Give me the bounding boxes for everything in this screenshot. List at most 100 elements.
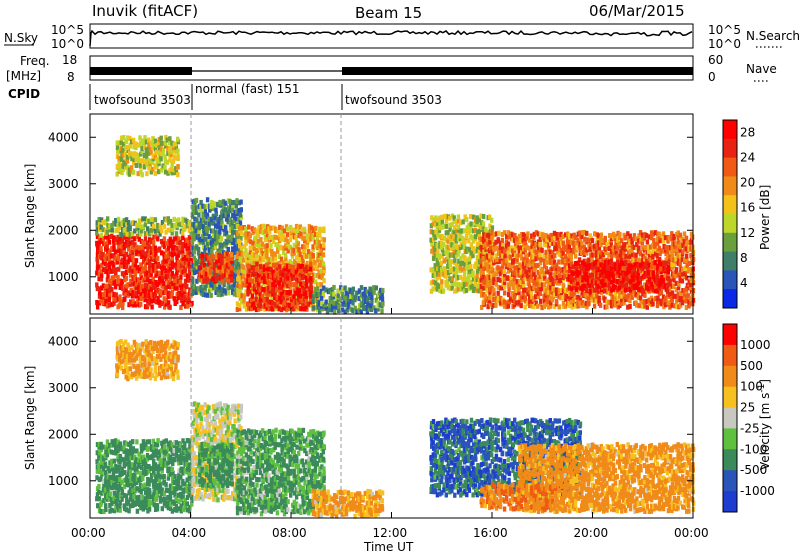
- power-cell-1-25-1: [147, 228, 152, 234]
- power-cell-9-81-14: [649, 244, 653, 250]
- power-cell-3-8-16: [207, 225, 211, 231]
- velocity-cell-0-19-6: [135, 479, 139, 485]
- power-cell-2-20-7: [157, 139, 161, 145]
- power-cell-9-49-16: [583, 236, 587, 242]
- power-cell-9-7-5: [494, 281, 498, 287]
- power-cell-3-16-13: [224, 238, 228, 244]
- velocity-cell-0-1-16: [97, 441, 102, 447]
- station-title: Inuvik (fitACF): [92, 2, 198, 20]
- cpid-segment-3: twofsound 3503: [345, 93, 442, 107]
- power-cell-3-21-20: [235, 208, 239, 214]
- velocity-cell-0-2-9: [99, 469, 104, 475]
- power-cell-5-1-1: [238, 303, 242, 309]
- power-cell-1-36-0: [170, 230, 174, 236]
- power-cell-9-16-16: [513, 237, 517, 243]
- power-cell-9-15-17: [511, 232, 515, 238]
- power-cell-5-14-18: [265, 228, 269, 234]
- power-cell-9-27-2: [536, 294, 541, 300]
- power-cell-9-100-0: [689, 301, 693, 307]
- power-cell-6-4-9: [254, 266, 259, 272]
- power-cell-9-70-16: [626, 236, 631, 242]
- power-cell-3-13-11: [218, 245, 222, 251]
- power-cell-8-25-14: [482, 229, 486, 235]
- power-cell-0-34-14: [167, 245, 171, 251]
- velocity-cell-0-18-8: [133, 472, 137, 478]
- power-cell-3-17-14: [226, 234, 230, 240]
- power-cell-9-35-17: [552, 230, 557, 236]
- power-cell-8-6-11: [441, 241, 446, 247]
- power-cell-0-31-8: [160, 270, 165, 276]
- power-cell-9-44-15: [571, 240, 576, 246]
- power-cell-7-21-0: [355, 309, 359, 315]
- power-cell-10-7-1: [582, 283, 586, 289]
- velocity-cell-0-6-2: [107, 496, 112, 502]
- power-cell-3-22-20: [237, 208, 241, 214]
- velocity-cell-0-2-10: [100, 463, 104, 469]
- power-cell-9-27-8: [536, 269, 540, 275]
- power-cell-9-23-5: [527, 283, 532, 289]
- power-cell-6-30-2: [308, 296, 313, 302]
- power-cell-8-2-13: [433, 234, 438, 240]
- power-cell-7-12-5: [336, 288, 340, 294]
- power-cell-2-8-6: [132, 144, 136, 150]
- power-cell-9-26-11: [534, 255, 538, 261]
- power-cell-6-13-5: [274, 284, 278, 290]
- power-cell-9-41-17: [566, 231, 570, 237]
- power-cell-9-91-0: [670, 302, 674, 308]
- power-cell-6-5-8: [256, 272, 261, 278]
- power-cell-8-4-3: [437, 274, 442, 280]
- power-cell-0-36-10: [170, 259, 174, 265]
- power-cell-9-93-15: [674, 240, 678, 246]
- velocity-cell-0-10-8: [116, 475, 120, 481]
- power-cell-10-13-5: [595, 265, 599, 271]
- power-cell-2-9-4: [134, 151, 138, 157]
- power-cell-9-33-7: [548, 274, 552, 280]
- power-cell-9-95-16: [679, 235, 683, 241]
- power-cell-9-20-4: [522, 287, 526, 293]
- power-cell-5-0-4: [236, 286, 240, 292]
- power-cell-9-23-0: [528, 303, 532, 309]
- power-cell-9-28-4: [538, 286, 543, 292]
- power-cell-0-15-16: [127, 236, 131, 242]
- power-cell-9-35-3: [553, 291, 557, 297]
- power-cell-3-11-14: [213, 234, 218, 240]
- power-cell-9-82-12: [651, 253, 655, 259]
- power-cell-2-3-3: [122, 159, 126, 165]
- power-cell-9-64-4: [613, 287, 618, 293]
- power-cell-9-33-8: [549, 270, 553, 276]
- power-cell-0-20-2: [137, 295, 142, 301]
- power-cell-9-89-1: [666, 300, 670, 306]
- power-cell-0-34-13: [166, 249, 171, 255]
- power-cell-0-6-15: [107, 239, 112, 245]
- power-cell-9-68-12: [622, 252, 626, 258]
- power-cell-0-0-0: [96, 304, 100, 310]
- power-cell-9-36-1: [554, 299, 559, 305]
- velocity-cell-0-3-12: [102, 456, 106, 462]
- power-cell-10-37-6: [645, 261, 649, 267]
- power-cell-10-41-2: [653, 276, 657, 282]
- power-cell-0-32-2: [162, 296, 166, 302]
- power-cell-7-9-2: [330, 299, 334, 305]
- power-cell-5-41-16: [322, 237, 326, 243]
- velocity-cell-0-17-1: [131, 502, 135, 508]
- power-cell-2-16-0: [149, 169, 153, 175]
- power-cell-0-6-13: [108, 249, 112, 255]
- power-cell-4-11-2: [221, 267, 225, 273]
- power-cell-5-13-15: [263, 244, 267, 250]
- power-cell-3-2-11: [195, 244, 199, 250]
- power-cell-10-42-6: [656, 263, 660, 269]
- power-cell-9-13-3: [507, 292, 511, 298]
- power-cell-9-64-3: [613, 291, 618, 297]
- power-cell-0-28-7: [154, 272, 158, 278]
- power-cell-5-32-14: [303, 248, 307, 254]
- power-cell-9-98-0: [684, 304, 689, 310]
- power-cell-9-66-15: [617, 241, 622, 247]
- power-cell-9-24-10: [529, 261, 534, 267]
- power-cell-6-10-5: [267, 285, 271, 291]
- power-cell-6-8-7: [263, 277, 267, 283]
- power-cell-6-14-3: [275, 294, 280, 300]
- power-cell-9-85-1: [657, 300, 662, 306]
- power-cell-6-19-5: [286, 283, 290, 289]
- power-cell-7-33-3: [380, 296, 385, 302]
- power-cell-6-29-7: [307, 277, 311, 283]
